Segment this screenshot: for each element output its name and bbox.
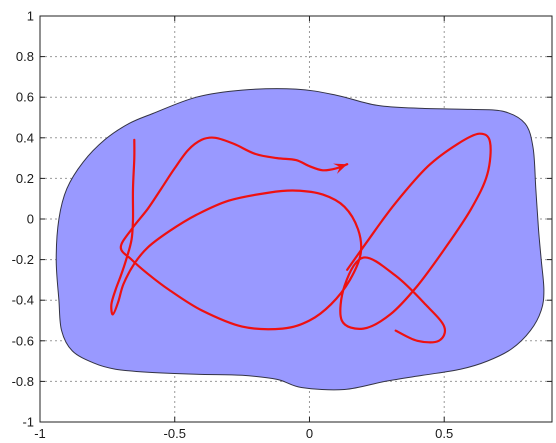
y-tick-label: 1 xyxy=(27,9,34,24)
y-tick-label: -0.2 xyxy=(12,252,34,267)
x-axis-ticks: -1 -0.5 0 0.5 xyxy=(34,16,453,441)
x-tick-label: 0 xyxy=(306,426,313,441)
y-tick-label: -0.4 xyxy=(12,293,34,308)
y-tick-label: 0.4 xyxy=(16,130,34,145)
trajectory-arrowhead xyxy=(333,163,348,174)
y-tick-label: 0.2 xyxy=(16,171,34,186)
y-axis-ticks: 1 0.8 0.6 0.4 0.2 0 -0.2 -0.4 -0.6 -0.8 -1 xyxy=(12,9,552,430)
y-tick-label: -0.8 xyxy=(12,374,34,389)
trajectory-layer xyxy=(110,132,492,344)
y-tick-label: 0 xyxy=(27,212,34,227)
y-tick-label: -0.6 xyxy=(12,333,34,348)
x-tick-label: -1 xyxy=(34,426,46,441)
trajectory-curve xyxy=(110,132,492,344)
filled-region-layer xyxy=(55,88,545,391)
x-tick-label: 0.5 xyxy=(435,426,453,441)
x-tick-label: -0.5 xyxy=(164,426,186,441)
y-tick-label: 0.6 xyxy=(16,90,34,105)
y-tick-label: -1 xyxy=(22,415,34,430)
filled-region xyxy=(55,88,545,391)
y-tick-label: 0.8 xyxy=(16,49,34,64)
